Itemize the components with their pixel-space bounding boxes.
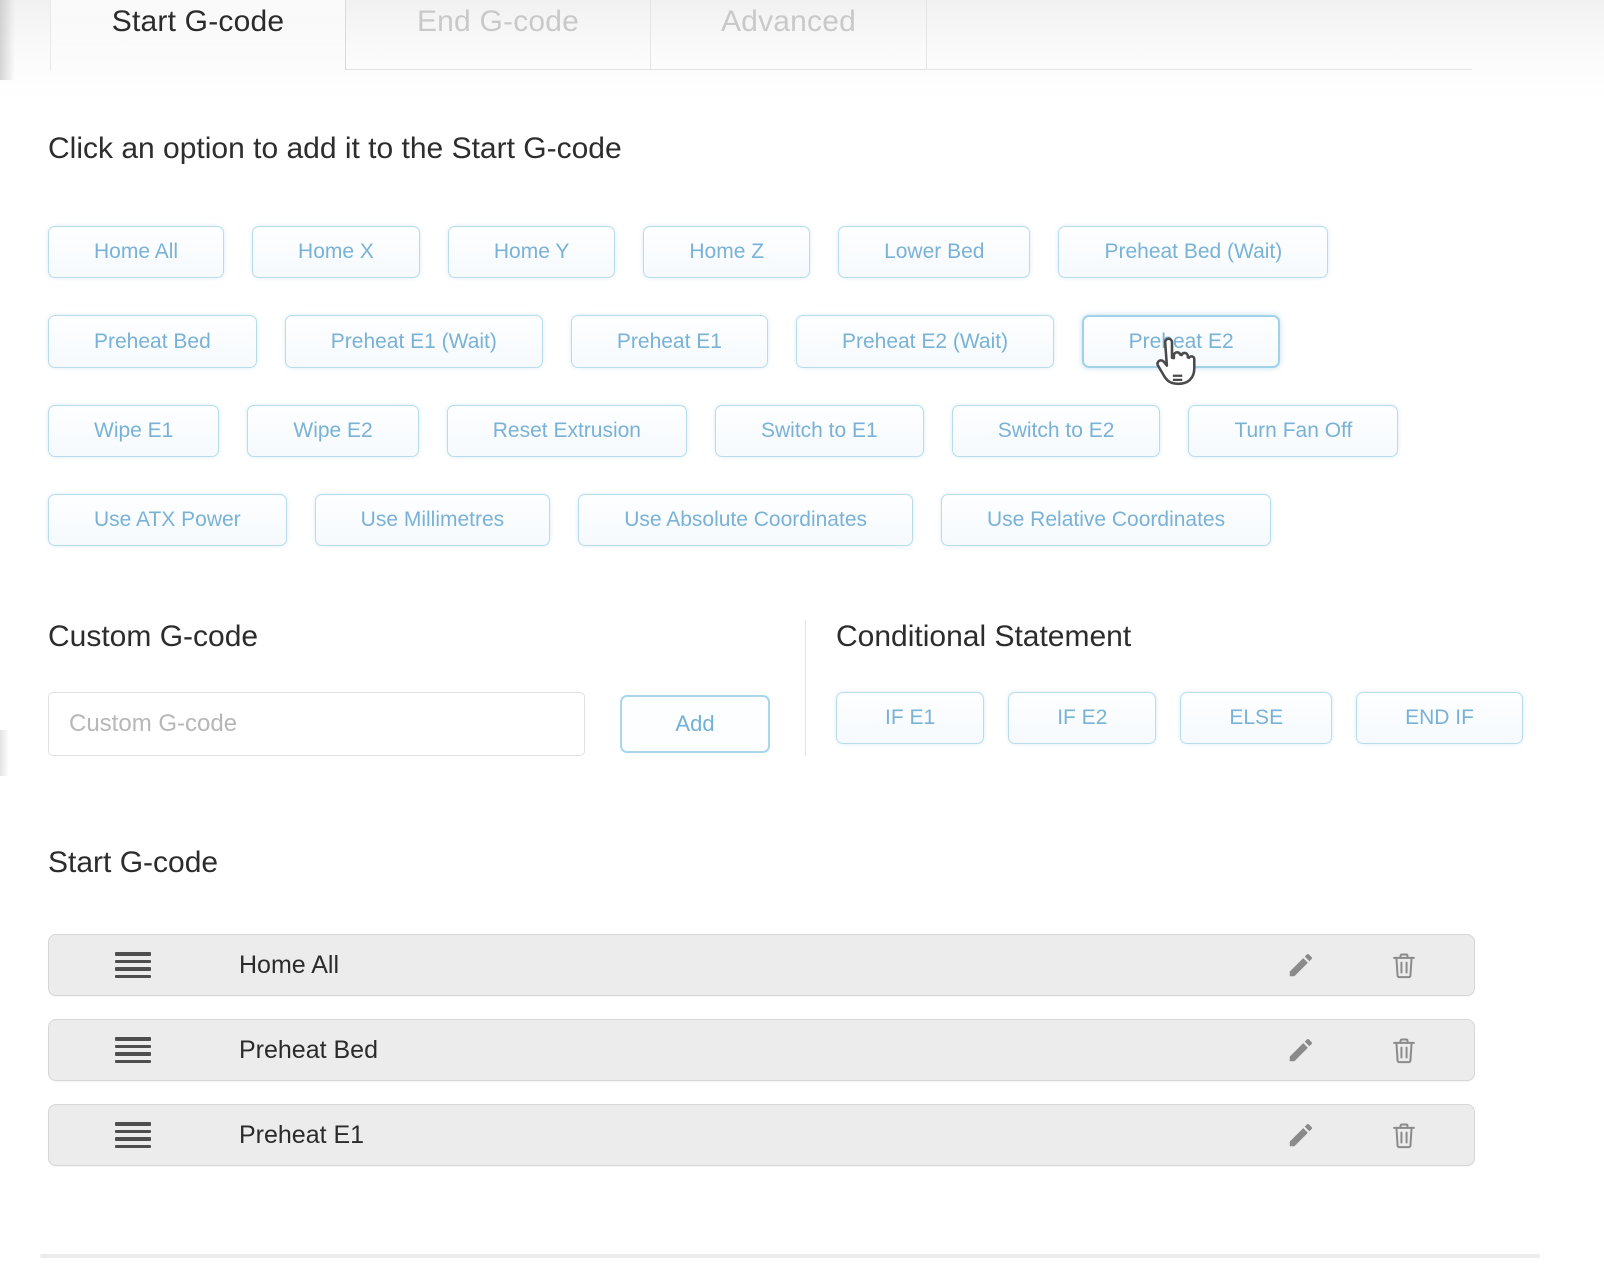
edit-pencil-icon[interactable]: [1286, 1035, 1316, 1065]
option-wipe-e2-button[interactable]: Wipe E2: [247, 405, 419, 457]
custom-and-conditional-section: Custom G-code Add Conditional Statement …: [48, 620, 1526, 756]
add-custom-gcode-button[interactable]: Add: [620, 695, 770, 753]
option-switch-to-e2-button[interactable]: Switch to E2: [951, 405, 1161, 457]
option-home-x-button[interactable]: Home X: [252, 226, 420, 278]
option-home-all-button[interactable]: Home All: [48, 226, 225, 278]
custom-gcode-input[interactable]: [48, 692, 585, 756]
option-preheat-e1-button[interactable]: Preheat E1: [570, 315, 768, 368]
option-preheat-e2-wait-button[interactable]: Preheat E2 (Wait): [795, 315, 1055, 368]
tab-bar-baseline: [927, 0, 1472, 70]
tab-bar: Start G-code End G-code Advanced: [0, 0, 1604, 70]
tab-advanced[interactable]: Advanced: [651, 0, 927, 70]
option-preheat-e2-button[interactable]: Preheat E2: [1082, 315, 1281, 368]
gcode-list-row-home-all: Home All: [48, 934, 1475, 996]
page-edge-shade-top: [0, 0, 15, 80]
start-gcode-list-heading: Start G-code: [48, 846, 219, 879]
custom-gcode-input-row: Add: [48, 692, 805, 756]
tab-gutter: [0, 0, 50, 70]
gcode-list-row-label: Preheat E1: [239, 1120, 365, 1149]
option-use-atx-power-button[interactable]: Use ATX Power: [48, 494, 287, 546]
custom-gcode-heading: Custom G-code: [48, 620, 259, 653]
option-wipe-e1-button[interactable]: Wipe E1: [48, 405, 220, 457]
custom-gcode-section: Custom G-code Add: [48, 620, 805, 756]
conditional-statement-heading: Conditional Statement: [836, 620, 1132, 653]
edit-pencil-icon[interactable]: [1286, 1120, 1316, 1150]
option-reset-extrusion-button[interactable]: Reset Extrusion: [446, 405, 687, 457]
option-row-4: Use ATX Power Use Millimetres Use Absolu…: [48, 494, 1564, 546]
row-action-icons: [1286, 1035, 1418, 1066]
drag-handle-icon[interactable]: [115, 1037, 151, 1063]
tab-end-gcode[interactable]: End G-code: [346, 0, 651, 70]
edit-pencil-icon[interactable]: [1286, 950, 1316, 980]
conditional-buttons-row: IF E1 IF E2 ELSE END IF: [836, 692, 1526, 744]
page-edge-shade-mid: [0, 730, 9, 776]
row-action-icons: [1286, 1120, 1418, 1151]
option-lower-bed-button[interactable]: Lower Bed: [838, 226, 1031, 278]
conditional-end-if-button[interactable]: END IF: [1356, 692, 1523, 744]
gcode-list-row-label: Preheat Bed: [239, 1035, 378, 1064]
conditional-statement-section: Conditional Statement IF E1 IF E2 ELSE E…: [805, 620, 1526, 756]
row-action-icons: [1286, 950, 1418, 981]
tab-start-gcode[interactable]: Start G-code: [50, 0, 346, 70]
option-preheat-e1-wait-button[interactable]: Preheat E1 (Wait): [284, 315, 543, 368]
delete-trash-icon[interactable]: [1390, 1035, 1418, 1066]
instruction-text: Click an option to add it to the Start G…: [48, 132, 622, 165]
gcode-list-row-preheat-bed: Preheat Bed: [48, 1019, 1475, 1081]
option-preheat-bed-wait-button[interactable]: Preheat Bed (Wait): [1058, 226, 1329, 278]
option-use-absolute-coordinates-button[interactable]: Use Absolute Coordinates: [578, 494, 913, 546]
conditional-if-e2-button[interactable]: IF E2: [1008, 692, 1157, 744]
option-row-1: Home All Home X Home Y Home Z Lower Bed …: [48, 226, 1564, 278]
option-home-y-button[interactable]: Home Y: [447, 226, 616, 278]
delete-trash-icon[interactable]: [1390, 1120, 1418, 1151]
gcode-option-buttons: Home All Home X Home Y Home Z Lower Bed …: [48, 226, 1564, 583]
gcode-list-row-preheat-e1: Preheat E1: [48, 1104, 1475, 1166]
option-use-millimetres-button[interactable]: Use Millimetres: [314, 494, 551, 546]
option-preheat-bed-button[interactable]: Preheat Bed: [48, 315, 257, 368]
option-row-2: Preheat Bed Preheat E1 (Wait) Preheat E1…: [48, 315, 1564, 368]
option-row-3: Wipe E1 Wipe E2 Reset Extrusion Switch t…: [48, 405, 1564, 457]
gcode-list-row-label: Home All: [239, 950, 340, 979]
delete-trash-icon[interactable]: [1390, 950, 1418, 981]
option-use-relative-coordinates-button[interactable]: Use Relative Coordinates: [941, 494, 1272, 546]
option-home-z-button[interactable]: Home Z: [643, 226, 811, 278]
bottom-divider: [40, 1254, 1540, 1258]
drag-handle-icon[interactable]: [115, 1122, 151, 1148]
drag-handle-icon[interactable]: [115, 952, 151, 978]
start-gcode-list-section: Start G-code Home All Preheat Bed: [48, 846, 1475, 1189]
conditional-else-button[interactable]: ELSE: [1180, 692, 1333, 744]
option-switch-to-e1-button[interactable]: Switch to E1: [714, 405, 924, 457]
conditional-if-e1-button[interactable]: IF E1: [836, 692, 985, 744]
option-turn-fan-off-button[interactable]: Turn Fan Off: [1188, 405, 1399, 457]
